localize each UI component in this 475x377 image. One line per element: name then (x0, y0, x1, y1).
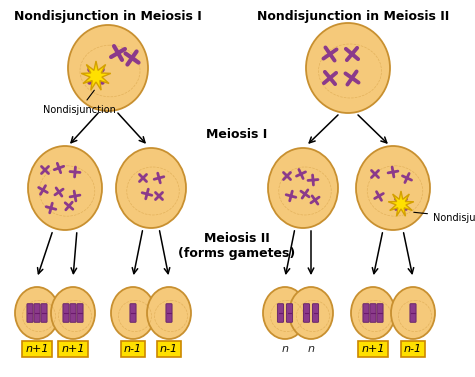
Ellipse shape (268, 148, 338, 228)
Text: n: n (307, 344, 314, 354)
FancyBboxPatch shape (70, 304, 76, 322)
Ellipse shape (263, 287, 307, 339)
Polygon shape (81, 61, 111, 90)
Text: n-1: n-1 (124, 344, 142, 354)
Ellipse shape (28, 146, 102, 230)
FancyBboxPatch shape (363, 304, 369, 322)
Text: n+1: n+1 (361, 344, 385, 354)
FancyBboxPatch shape (277, 304, 284, 322)
Ellipse shape (391, 287, 435, 339)
Ellipse shape (306, 23, 390, 113)
Text: n+1: n+1 (25, 344, 49, 354)
FancyBboxPatch shape (63, 304, 69, 322)
Ellipse shape (116, 148, 186, 228)
Ellipse shape (51, 287, 95, 339)
Ellipse shape (147, 287, 191, 339)
Ellipse shape (111, 287, 155, 339)
Ellipse shape (356, 146, 430, 230)
FancyBboxPatch shape (130, 304, 136, 322)
Polygon shape (388, 191, 414, 216)
Text: Nondisjunction: Nondisjunction (43, 90, 116, 115)
Text: Nondisjunction: Nondisjunction (414, 212, 475, 223)
FancyBboxPatch shape (304, 304, 310, 322)
Text: Nondisjunction in Meiosis II: Nondisjunction in Meiosis II (257, 10, 449, 23)
FancyBboxPatch shape (377, 304, 383, 322)
Text: Meiosis II
(forms gametes): Meiosis II (forms gametes) (179, 231, 295, 261)
Ellipse shape (351, 287, 395, 339)
Text: Nondisjunction in Meiosis I: Nondisjunction in Meiosis I (14, 10, 202, 23)
Ellipse shape (289, 287, 333, 339)
Text: Meiosis I: Meiosis I (206, 129, 267, 141)
FancyBboxPatch shape (286, 304, 293, 322)
FancyBboxPatch shape (313, 304, 319, 322)
FancyBboxPatch shape (41, 304, 47, 322)
FancyBboxPatch shape (27, 304, 33, 322)
Text: n-1: n-1 (160, 344, 178, 354)
FancyBboxPatch shape (166, 304, 172, 322)
FancyBboxPatch shape (370, 304, 376, 322)
FancyBboxPatch shape (77, 304, 83, 322)
Text: n: n (282, 344, 288, 354)
Text: n-1: n-1 (404, 344, 422, 354)
FancyBboxPatch shape (410, 304, 416, 322)
Ellipse shape (15, 287, 59, 339)
Ellipse shape (68, 25, 148, 111)
Text: n+1: n+1 (61, 344, 85, 354)
FancyBboxPatch shape (34, 304, 40, 322)
